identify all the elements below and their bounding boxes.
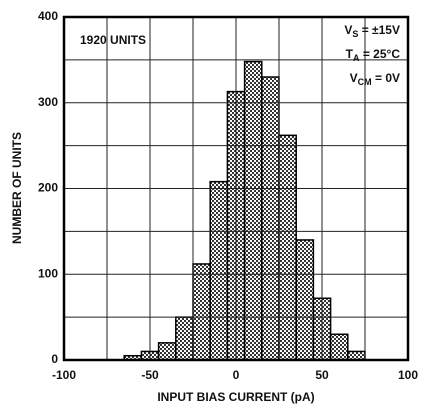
annotation: VS = ±15V: [344, 23, 400, 39]
annotation-text: = 25°C: [360, 47, 401, 61]
y-tick-label: 400: [38, 9, 58, 23]
bar: [157, 342, 177, 361]
bar: [209, 180, 229, 361]
y-tick-label: 300: [38, 95, 58, 109]
bar: [175, 316, 194, 361]
bar: [243, 60, 263, 361]
annotation: VCM = 0V: [350, 71, 400, 87]
x-tick-label: -50: [141, 368, 159, 382]
x-tick-label: -100: [52, 368, 76, 382]
bar: [329, 333, 349, 361]
annotation-subscript: S: [352, 29, 358, 39]
y-tick-label: 200: [38, 181, 58, 195]
annotation-text: V: [350, 71, 358, 85]
annotation: TA = 25°C: [346, 47, 401, 63]
x-tick-label: 100: [398, 368, 418, 382]
y-axis-label: NUMBER OF UNITS: [10, 132, 24, 244]
x-axis-label: INPUT BIAS CURRENT (pA): [157, 390, 314, 404]
bar: [192, 263, 211, 361]
annotation: 1920 UNITS: [80, 33, 146, 47]
bar: [295, 239, 315, 361]
annotation-text: T: [346, 47, 354, 61]
annotation-text: = 0V: [372, 71, 400, 85]
x-tick-label: 0: [233, 368, 240, 382]
annotation-text: = ±15V: [358, 23, 400, 37]
annotation-subscript: A: [353, 53, 360, 63]
annotation-subscript: CM: [358, 77, 372, 87]
plot-frame: [62, 15, 410, 362]
y-tick-label: 0: [51, 352, 58, 366]
y-tick-label: 100: [38, 266, 58, 280]
x-tick-label: 50: [315, 368, 329, 382]
bar: [278, 134, 297, 361]
bar: [347, 350, 366, 361]
annotation-text: V: [344, 23, 352, 37]
annotation-text: 1920 UNITS: [80, 33, 146, 47]
